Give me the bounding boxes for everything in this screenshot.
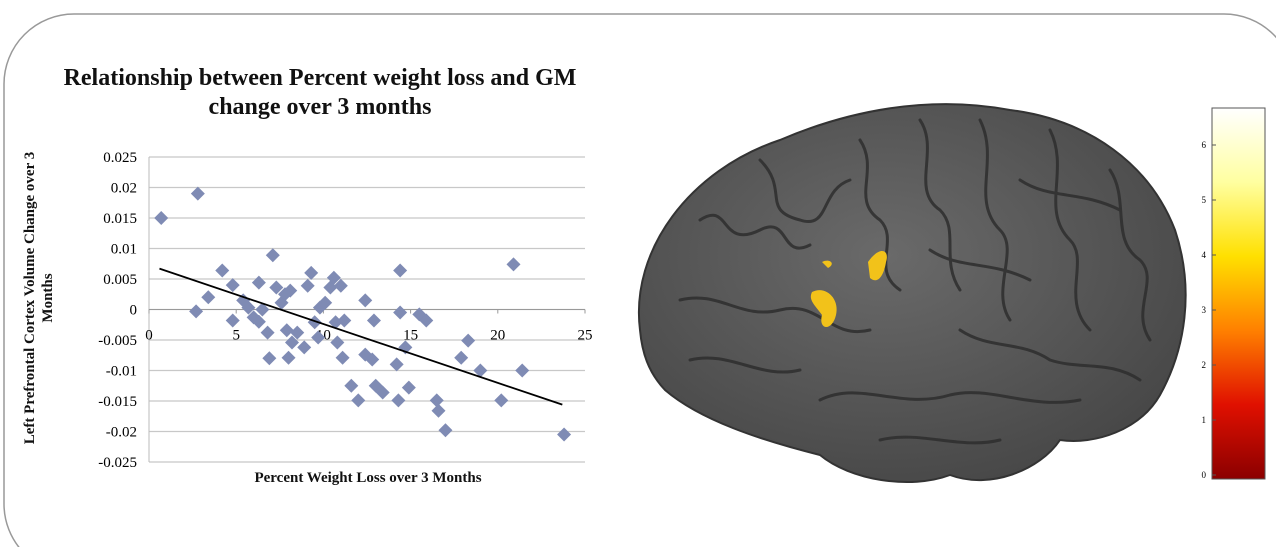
point: [215, 263, 230, 278]
x-axis-title: Percent Weight Loss over 3 Months: [254, 470, 482, 486]
y-tick-label: -0.01: [106, 364, 137, 380]
y-tick-label: 0.01: [111, 242, 137, 258]
colorbar-tick-label: 3: [1202, 305, 1207, 315]
point: [494, 393, 509, 408]
x-tick-label: 15: [403, 328, 418, 344]
colorbar-tick-label: 0: [1202, 470, 1207, 480]
point: [279, 323, 294, 338]
y-tick-label: -0.005: [98, 333, 137, 349]
brain: [637, 103, 1187, 484]
point: [330, 335, 345, 350]
colorbar-tick-label: 6: [1202, 140, 1207, 150]
trendline: [159, 267, 563, 406]
point: [358, 293, 373, 308]
point: [333, 278, 348, 293]
y-tick-label: -0.015: [98, 394, 137, 410]
y-tick-label: 0.02: [111, 181, 137, 197]
y-tick-label: 0.005: [103, 272, 137, 288]
point: [506, 257, 521, 272]
point: [297, 340, 312, 355]
point: [260, 325, 275, 340]
point: [225, 278, 240, 293]
point: [251, 275, 266, 290]
x-tick-label: 0: [145, 328, 153, 344]
point: [201, 290, 216, 305]
colorbar-tick-label: 2: [1202, 360, 1207, 370]
point: [251, 314, 266, 329]
point: [335, 350, 350, 365]
colorbar-tick-label: 5: [1202, 195, 1207, 205]
point: [429, 393, 444, 408]
colorbar-tick-label: 1: [1202, 415, 1207, 425]
point: [304, 265, 319, 280]
y-tick-label: -0.025: [98, 455, 137, 471]
y-tick-label: 0.025: [103, 150, 137, 166]
point: [262, 351, 277, 366]
point: [401, 380, 416, 395]
point: [241, 300, 256, 315]
x-tick-label: 25: [578, 328, 593, 344]
point: [300, 278, 315, 293]
point: [461, 333, 476, 348]
point: [189, 304, 204, 319]
point: [473, 363, 488, 378]
point: [255, 302, 270, 317]
point: [393, 263, 408, 278]
frame: [3, 13, 1276, 547]
point: [225, 313, 240, 328]
point: [269, 280, 284, 295]
point: [337, 313, 352, 328]
point: [438, 423, 453, 438]
colorbar: [1211, 107, 1266, 480]
y-tick-label: -0.02: [106, 425, 137, 441]
point: [290, 325, 305, 340]
point: [190, 186, 205, 201]
y-tick-label: 0: [130, 303, 138, 319]
point: [393, 305, 408, 320]
point: [366, 313, 381, 328]
point: [515, 363, 530, 378]
point: [351, 393, 366, 408]
point: [431, 403, 446, 418]
point: [326, 270, 341, 285]
point: [344, 378, 359, 393]
point: [365, 352, 380, 367]
point: [389, 357, 404, 372]
point: [375, 385, 390, 400]
point: [391, 393, 406, 408]
point: [318, 295, 333, 310]
point: [557, 427, 572, 442]
point: [265, 248, 280, 263]
point: [283, 283, 298, 298]
x-tick-label: 5: [232, 328, 240, 344]
colorbar-tick-label: 4: [1202, 250, 1207, 260]
point: [454, 350, 469, 365]
point: [307, 315, 322, 330]
y-tick-label: 0.015: [103, 211, 137, 227]
point: [311, 330, 326, 345]
y-axis-title: Left Prefrontal Cortex Volume Change ove…: [22, 151, 56, 445]
point: [281, 350, 296, 365]
point: [154, 211, 169, 225]
point: [419, 313, 434, 328]
chart-title: Relationship between Percent weight loss…: [63, 65, 577, 120]
point: [285, 335, 300, 350]
x-tick-label: 20: [490, 328, 505, 344]
point: [246, 310, 261, 325]
